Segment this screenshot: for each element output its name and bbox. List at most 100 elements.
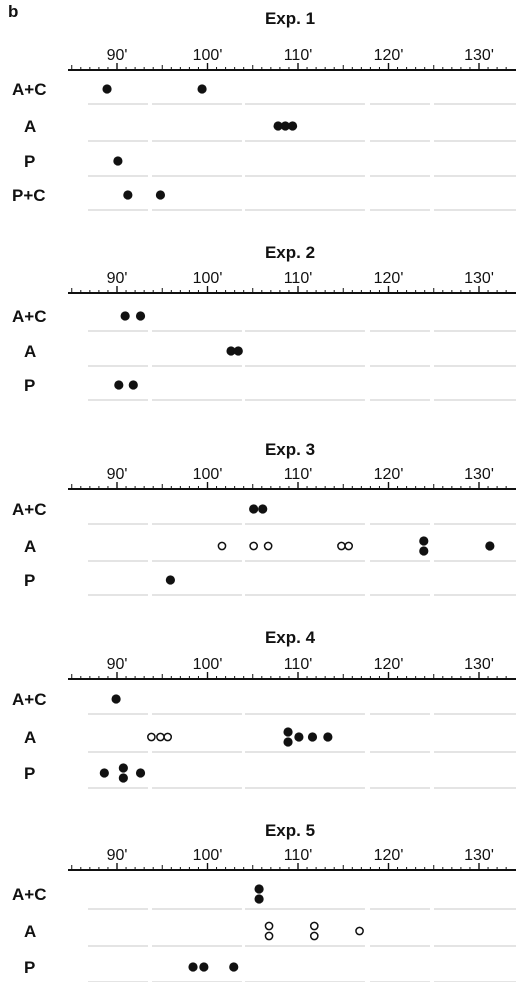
x-tick-label: 120' <box>374 847 404 864</box>
row-label: A <box>24 922 36 941</box>
data-point-open <box>309 931 319 941</box>
data-point-filled <box>188 962 198 972</box>
data-point-filled <box>258 504 268 514</box>
data-point-filled <box>419 546 429 556</box>
x-tick-label: 110' <box>284 270 313 287</box>
chart-panel: Exp. 4 90' 100' 110' 120' 130' A+C AP <box>12 628 516 789</box>
x-tick-label: 90' <box>107 847 128 864</box>
data-point-filled <box>118 763 128 773</box>
x-tick-label: 90' <box>107 466 128 483</box>
data-point-filled <box>226 346 236 356</box>
data-point-filled <box>199 962 209 972</box>
data-point-open <box>264 931 274 941</box>
data-point-open <box>156 732 165 742</box>
data-point-filled <box>307 732 318 742</box>
data-point-open <box>309 921 319 931</box>
row-label: A+C <box>12 500 46 519</box>
row-label: A+C <box>12 690 46 709</box>
data-point-filled <box>114 380 124 390</box>
chart-panel: Exp. 5 90' 100' 110' 120' 130' A+C AP <box>12 821 516 982</box>
data-point-filled <box>273 121 283 131</box>
x-tick-label: 100' <box>193 47 223 64</box>
data-point-filled <box>113 156 123 166</box>
row-label: P <box>24 764 35 783</box>
row-label: A+C <box>12 307 46 326</box>
data-point-filled <box>155 190 166 200</box>
data-point-filled <box>123 190 133 200</box>
data-point-filled <box>485 541 495 551</box>
x-tick-label: 120' <box>374 270 404 287</box>
data-point-open <box>217 541 227 551</box>
x-tick-label: 100' <box>193 270 223 287</box>
row-label: A <box>24 537 36 556</box>
chart-title: Exp. 3 <box>265 440 315 459</box>
x-tick-label: 130' <box>464 270 494 287</box>
data-point-filled <box>280 121 290 131</box>
data-point-filled <box>283 737 293 747</box>
x-tick-label: 100' <box>193 847 223 864</box>
x-tick-label: 120' <box>374 466 404 483</box>
data-point-filled <box>165 575 175 585</box>
x-tick-label: 110' <box>284 847 313 864</box>
data-point-open <box>147 732 156 742</box>
x-tick-label: 100' <box>193 656 223 673</box>
row-label: P <box>24 958 35 977</box>
data-point-filled <box>323 732 333 742</box>
panel-label: b <box>8 2 19 21</box>
row-label: A <box>24 342 36 361</box>
row-label: A <box>24 117 36 136</box>
data-point-filled <box>128 380 138 390</box>
data-point-open <box>263 541 273 551</box>
x-tick-label: 110' <box>284 466 313 483</box>
x-tick-label: 130' <box>464 47 494 64</box>
x-tick-label: 130' <box>464 466 494 483</box>
data-point-filled <box>135 768 146 778</box>
data-point-filled <box>135 311 146 321</box>
data-point-open <box>344 541 354 551</box>
data-point-filled <box>294 732 304 742</box>
data-point-filled <box>233 346 243 356</box>
chart-title: Exp. 2 <box>265 243 315 262</box>
row-label: A <box>24 728 36 747</box>
data-point-filled <box>254 884 264 894</box>
x-tick-label: 130' <box>464 656 494 673</box>
data-point-open <box>163 732 173 742</box>
data-point-open <box>249 541 259 551</box>
x-tick-label: 90' <box>107 47 128 64</box>
row-label: A+C <box>12 885 46 904</box>
data-point-filled <box>111 694 121 704</box>
row-label: A+C <box>12 80 46 99</box>
chart-panel: Exp. 3 90' 100' 110' 120' 130' A+C AP <box>12 440 516 596</box>
x-tick-label: 120' <box>374 47 404 64</box>
data-point-open <box>337 541 346 551</box>
x-tick-label: 120' <box>374 656 404 673</box>
chart-panel: Exp. 2 90' 100' 110' 120' 130' A+C AP <box>12 243 516 401</box>
data-point-filled <box>283 727 293 737</box>
data-point-filled <box>120 311 130 321</box>
chart-panel: Exp. 1 90' 100' 110' 120' 130' A+C AP P+C <box>12 9 516 211</box>
x-tick-label: 90' <box>107 270 128 287</box>
chart-title: Exp. 1 <box>265 9 315 28</box>
data-point-filled <box>287 121 298 131</box>
data-point-filled <box>254 894 264 904</box>
row-label: P <box>24 152 35 171</box>
data-point-filled <box>118 773 128 783</box>
data-point-filled <box>229 962 239 972</box>
data-point-open <box>355 926 364 936</box>
row-label: P+C <box>12 186 46 205</box>
x-tick-label: 100' <box>193 466 223 483</box>
x-tick-label: 110' <box>284 47 313 64</box>
x-tick-label: 90' <box>107 656 128 673</box>
data-point-filled <box>99 768 109 778</box>
data-point-open <box>264 921 274 931</box>
data-point-filled <box>249 504 259 514</box>
data-point-filled <box>419 536 429 546</box>
x-tick-label: 110' <box>284 656 313 673</box>
data-point-filled <box>102 84 112 94</box>
data-point-filled <box>197 84 207 94</box>
x-tick-label: 130' <box>464 847 494 864</box>
chart-title: Exp. 5 <box>265 821 315 840</box>
row-label: P <box>24 571 35 590</box>
row-label: P <box>24 376 35 395</box>
